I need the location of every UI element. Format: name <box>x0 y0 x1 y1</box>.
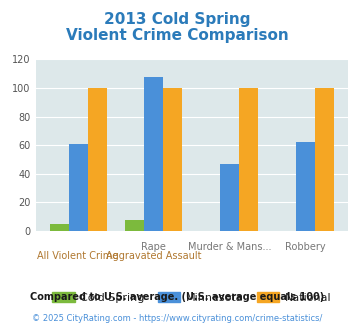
Bar <box>88 88 106 231</box>
Bar <box>239 88 258 231</box>
Legend: Cold Spring, Minnesota, National: Cold Spring, Minnesota, National <box>48 288 335 308</box>
Text: Compared to U.S. average. (U.S. average equals 100): Compared to U.S. average. (U.S. average … <box>31 292 324 302</box>
Text: © 2025 CityRating.com - https://www.cityrating.com/crime-statistics/: © 2025 CityRating.com - https://www.city… <box>32 314 323 323</box>
Text: Rape: Rape <box>141 243 166 252</box>
Bar <box>69 144 88 231</box>
Bar <box>296 142 315 231</box>
Text: Violent Crime Comparison: Violent Crime Comparison <box>66 28 289 43</box>
Bar <box>125 219 144 231</box>
Text: 2013 Cold Spring: 2013 Cold Spring <box>104 12 251 26</box>
Bar <box>163 88 182 231</box>
Text: Robbery: Robbery <box>285 243 326 252</box>
Bar <box>220 164 239 231</box>
Bar <box>50 224 69 231</box>
Bar <box>315 88 334 231</box>
Text: Aggravated Assault: Aggravated Assault <box>106 251 202 261</box>
Text: All Violent Crime: All Violent Crime <box>38 251 119 261</box>
Bar <box>144 77 163 231</box>
Text: Murder & Mans...: Murder & Mans... <box>188 243 271 252</box>
